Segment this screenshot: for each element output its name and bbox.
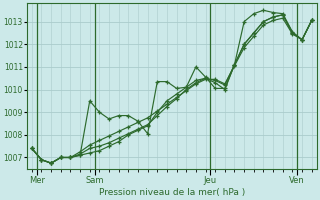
X-axis label: Pression niveau de la mer( hPa ): Pression niveau de la mer( hPa )	[99, 188, 245, 197]
